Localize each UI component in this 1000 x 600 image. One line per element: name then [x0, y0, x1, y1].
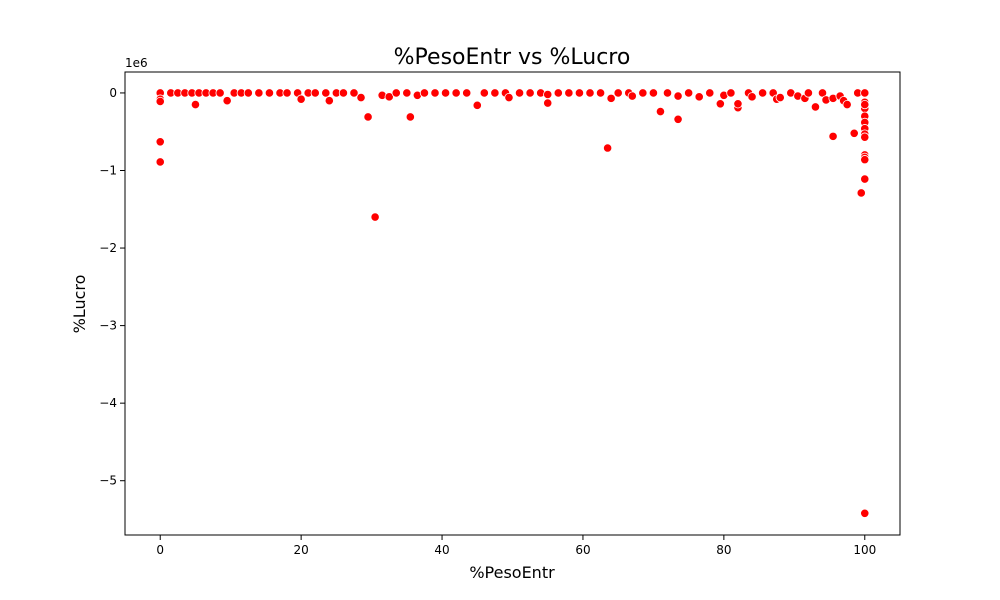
data-point — [849, 128, 859, 138]
data-point — [860, 88, 870, 98]
data-point — [462, 88, 472, 98]
data-point — [440, 88, 451, 98]
data-point — [595, 88, 606, 98]
data-point — [479, 88, 489, 98]
data-point — [514, 88, 525, 98]
data-point — [705, 88, 715, 98]
data-point — [222, 96, 232, 106]
y-tick-label: −5 — [99, 474, 117, 488]
plot-frame — [124, 71, 901, 536]
data-point — [243, 88, 253, 98]
data-point — [638, 88, 648, 98]
data-point — [451, 88, 461, 98]
data-point — [758, 88, 768, 98]
data-point — [715, 99, 725, 109]
data-point — [525, 88, 535, 98]
data-point — [356, 92, 366, 103]
data-point — [842, 99, 852, 110]
x-tick-label: 80 — [716, 543, 731, 557]
data-point — [627, 91, 637, 101]
data-point — [856, 188, 866, 198]
data-point — [363, 112, 373, 122]
data-point — [673, 114, 683, 124]
x-tick-label: 20 — [293, 543, 308, 557]
x-axis-title: %PesoEntr — [469, 563, 555, 582]
data-point — [694, 92, 704, 102]
data-point — [803, 88, 814, 98]
data-point — [606, 93, 616, 103]
data-point — [673, 91, 683, 101]
data-point — [662, 88, 673, 98]
data-point — [543, 89, 553, 100]
data-point — [349, 88, 359, 98]
data-point — [810, 102, 821, 112]
data-point — [155, 96, 165, 107]
data-point — [613, 88, 623, 98]
data-point — [155, 157, 165, 167]
data-point — [155, 137, 165, 147]
x-tick-label: 0 — [156, 543, 164, 557]
data-point — [472, 100, 482, 110]
data-point — [733, 99, 743, 109]
data-point — [860, 155, 870, 165]
x-tick-label: 60 — [575, 543, 590, 557]
data-point — [860, 99, 870, 110]
x-tick-label: 100 — [853, 543, 876, 557]
data-points — [155, 88, 870, 518]
data-point — [603, 143, 613, 153]
data-point — [574, 88, 585, 98]
data-point — [402, 88, 412, 98]
data-point — [504, 92, 514, 103]
data-point — [321, 88, 331, 98]
data-point — [190, 99, 201, 110]
x-tick-label: 40 — [434, 543, 449, 557]
y-tick-label: −4 — [99, 396, 117, 410]
chart-title: %PesoEntr vs %Lucro — [394, 45, 631, 70]
y-axis-ticks: 0 −1 −2 −3 −4 −5 — [99, 86, 125, 488]
data-point — [726, 88, 736, 98]
data-point — [860, 508, 870, 518]
y-tick-label: 0 — [109, 86, 117, 100]
data-point — [747, 92, 757, 102]
data-point — [684, 88, 694, 98]
y-axis-offset-label: 1e6 — [125, 56, 148, 70]
data-point — [264, 88, 275, 98]
data-point — [324, 96, 334, 106]
data-point — [655, 106, 666, 117]
data-point — [254, 88, 264, 98]
data-point — [553, 88, 563, 98]
data-point — [648, 88, 659, 98]
data-point — [860, 132, 870, 142]
y-tick-label: −3 — [99, 319, 117, 333]
data-point — [490, 88, 500, 98]
data-point — [384, 92, 394, 102]
data-point — [419, 88, 430, 98]
data-point — [310, 88, 320, 98]
data-point — [282, 88, 292, 98]
data-point — [391, 88, 401, 98]
data-point — [430, 88, 440, 98]
data-point — [828, 131, 838, 141]
data-point — [215, 88, 225, 98]
data-point — [405, 112, 415, 122]
data-point — [585, 88, 595, 98]
data-point — [338, 88, 349, 98]
data-point — [860, 174, 870, 184]
data-point — [296, 94, 306, 104]
data-point — [775, 92, 785, 103]
x-axis-ticks: 0 20 40 60 80 100 — [156, 535, 876, 557]
y-tick-label: −1 — [99, 163, 117, 177]
y-tick-label: −2 — [99, 241, 117, 255]
data-point — [564, 88, 574, 98]
y-axis-title: %Lucro — [70, 275, 89, 334]
data-point — [370, 212, 380, 222]
data-point — [543, 98, 553, 108]
